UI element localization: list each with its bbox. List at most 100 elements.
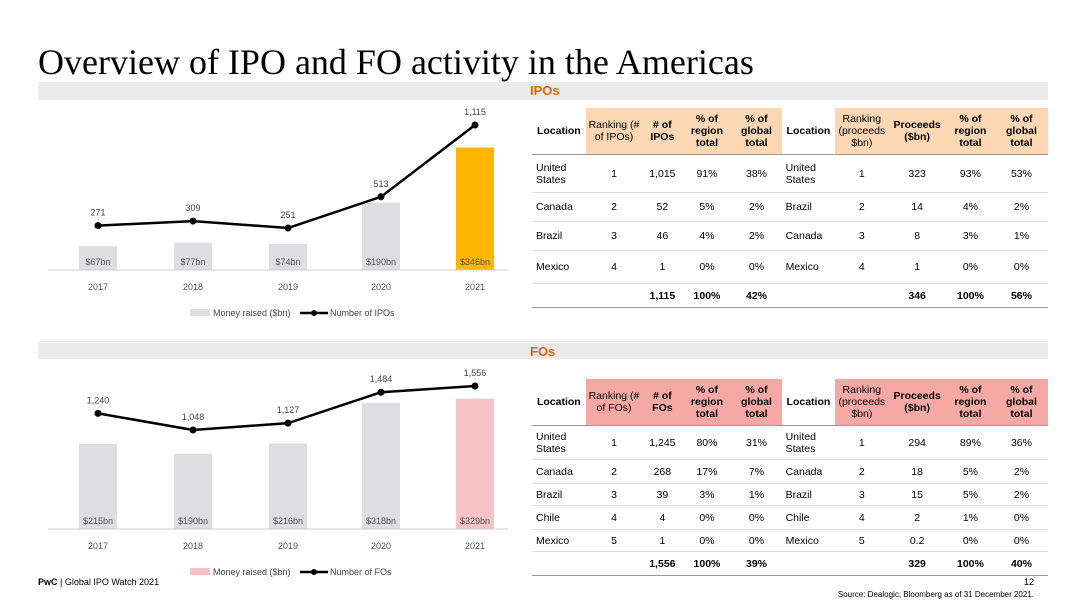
table-total-cell: 56% — [994, 283, 1048, 308]
fo-tick-label-2021: 2021 — [465, 541, 485, 551]
table-total-cell — [781, 551, 836, 576]
fo-header-cell: # of FOs — [642, 379, 683, 426]
fo-header-cell: % of region total — [682, 379, 732, 426]
footer-brand: PwC — [38, 577, 58, 587]
table-cell: 53% — [994, 154, 1048, 193]
ipo-tick-label-2020: 2020 — [371, 282, 391, 292]
table-cell: 5 — [585, 529, 643, 552]
table-cell: 52 — [642, 192, 683, 222]
fo-point-2017 — [94, 409, 102, 417]
ipo-header-cell: Location — [781, 108, 836, 155]
table-cell: 0% — [682, 250, 732, 284]
footer-text: | Global IPO Watch 2021 — [57, 577, 160, 587]
fo-header-cell: Location — [781, 379, 836, 426]
table-cell: 0% — [945, 529, 995, 552]
table-cell: 1 — [642, 250, 683, 284]
ipo-header-cell: Location — [532, 108, 586, 155]
ipo-header-cell: % of region total — [945, 108, 995, 155]
table-cell: 46 — [642, 221, 683, 251]
ipo-header-cell: # of IPOs — [642, 108, 683, 155]
page-number: 12 — [1023, 577, 1034, 587]
ipo-tick-label-2021: 2021 — [465, 282, 485, 292]
fo-bar-2018 — [174, 453, 212, 529]
ipo-section-band — [38, 82, 1048, 100]
table-total-row: 1,556 100% 39% 329 100% 40% — [532, 551, 1048, 576]
ipo-bar-label-2021: $346bn — [460, 257, 490, 267]
table-cell: 5% — [682, 192, 732, 222]
fo-point-label-2018: 1,048 — [182, 412, 205, 422]
table-cell: 3 — [585, 221, 643, 251]
ipo-tick-label-2019: 2019 — [278, 282, 298, 292]
table-cell: 2% — [994, 483, 1048, 506]
table-total-cell — [585, 283, 643, 308]
ipo-header-cell: % of global total — [994, 108, 1048, 155]
table-row: Mexico 4 1 0% 0% Mexico 4 1 0% 0% — [532, 250, 1048, 284]
ipo-header-cell: Ranking (proceeds $bn) — [835, 108, 889, 155]
table-cell: Mexico — [781, 250, 836, 284]
table-cell: United States — [532, 425, 586, 460]
ipo-legend-line: Number of IPOs — [330, 308, 395, 318]
ipo-point-2019 — [284, 224, 292, 232]
table-cell: Mexico — [532, 529, 586, 552]
source-note: Source: Dealogic, Bloomberg as of 31 Dec… — [837, 590, 1034, 599]
table-total-cell: 42% — [731, 283, 782, 308]
table-row: Chile 4 4 0% 0% Chile 4 2 1% 0% — [532, 505, 1048, 530]
table-total-cell — [835, 551, 889, 576]
table-total-cell — [835, 283, 889, 308]
fo-point-label-2017: 1,240 — [87, 395, 110, 405]
table-cell: 0% — [994, 505, 1048, 530]
table-cell: 4 — [642, 505, 683, 530]
table-cell: Canada — [532, 192, 586, 222]
table-total-cell: 100% — [682, 283, 732, 308]
ipo-point-2021 — [471, 121, 479, 129]
fo-bar-label-2019: $216bn — [273, 516, 303, 526]
table-cell: 15 — [888, 483, 946, 506]
fo-section-label: FOs — [530, 344, 556, 359]
table-cell: Canada — [781, 459, 836, 484]
table-cell: 1% — [731, 483, 782, 506]
table-cell: 0% — [682, 529, 732, 552]
table-cell: 2 — [585, 459, 643, 484]
table-cell: 2 — [835, 459, 889, 484]
table-cell: Brazil — [532, 221, 586, 251]
ipo-tick-label-2017: 2017 — [88, 282, 108, 292]
table-cell: 4 — [585, 505, 643, 530]
ipo-bar-label-2018: $77bn — [180, 257, 205, 267]
table-row: United States 1 1,245 80% 31% United States 1 2… — [532, 425, 1048, 460]
fo-table: Location Ranking (# of FOs) # of FOs% of r… — [532, 379, 1048, 576]
page-title: Overview of IPO and FO activity in the A… — [38, 42, 754, 82]
table-cell: 93% — [945, 154, 995, 193]
table-row: Brazil 3 39 3% 1% Brazil 3 15 5% 2% — [532, 483, 1048, 506]
fo-bar-label-2020: $318bn — [366, 516, 396, 526]
fo-legend-swatch-bars — [190, 568, 210, 575]
footer: PwC | Global IPO Watch 2021 — [38, 577, 159, 587]
table-cell: 2% — [731, 192, 782, 222]
ipo-header-cell: % of global total — [731, 108, 782, 155]
table-cell: 2 — [585, 192, 643, 222]
fo-point-label-2020: 1,484 — [370, 374, 393, 384]
table-total-cell: 40% — [994, 551, 1048, 576]
table-cell: Brazil — [532, 483, 586, 506]
fo-bar-label-2017: $215bn — [83, 516, 113, 526]
ipo-bar-2020 — [362, 202, 400, 270]
table-cell: United States — [781, 154, 836, 193]
table-cell: 36% — [994, 425, 1048, 460]
ipo-legend-bars: Money raised ($bn) — [213, 308, 291, 318]
ipo-point-label-2021: 1,115 — [464, 107, 486, 117]
table-total-cell — [585, 551, 643, 576]
table-cell: 3 — [585, 483, 643, 506]
table-cell: Chile — [532, 505, 586, 530]
table-cell: 1 — [888, 250, 946, 284]
table-cell: 80% — [682, 425, 732, 460]
fo-header-cell: Ranking (proceeds $bn) — [835, 379, 889, 426]
ipo-point-2020 — [377, 193, 385, 201]
ipo-point-label-2017: 271 — [90, 208, 105, 218]
table-cell: 0% — [994, 529, 1048, 552]
table-cell: 17% — [682, 459, 732, 484]
ipo-tick-label-2018: 2018 — [183, 282, 203, 292]
table-cell: 38% — [731, 154, 782, 193]
table-cell: 1% — [945, 505, 995, 530]
table-cell: 268 — [642, 459, 683, 484]
fo-section-band — [38, 341, 1048, 359]
fo-tick-label-2020: 2020 — [371, 541, 391, 551]
